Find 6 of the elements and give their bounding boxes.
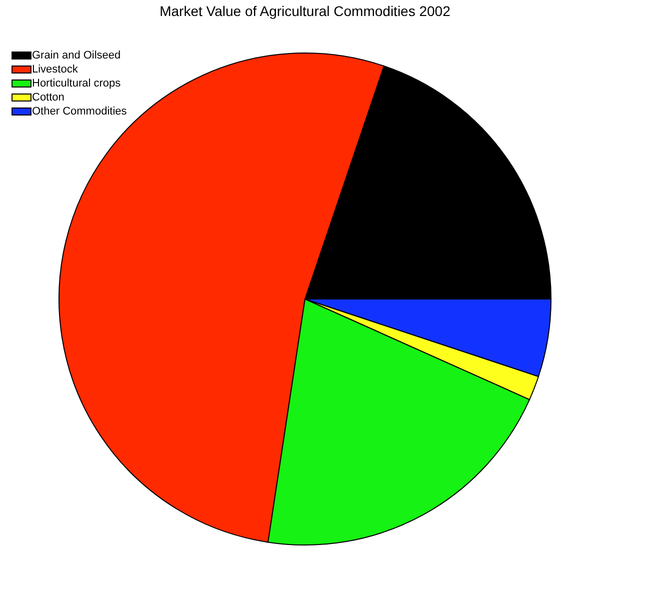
legend-label: Cotton — [32, 92, 64, 104]
legend-label: Other Commodities — [32, 106, 128, 118]
legend-label: Grain and Oilseed — [32, 50, 121, 62]
chart-title: Market Value of Agricultural Commodities 2002 — [160, 3, 451, 19]
legend-label: Horticultural crops — [32, 78, 122, 90]
legend-label: Livestock — [32, 64, 78, 76]
